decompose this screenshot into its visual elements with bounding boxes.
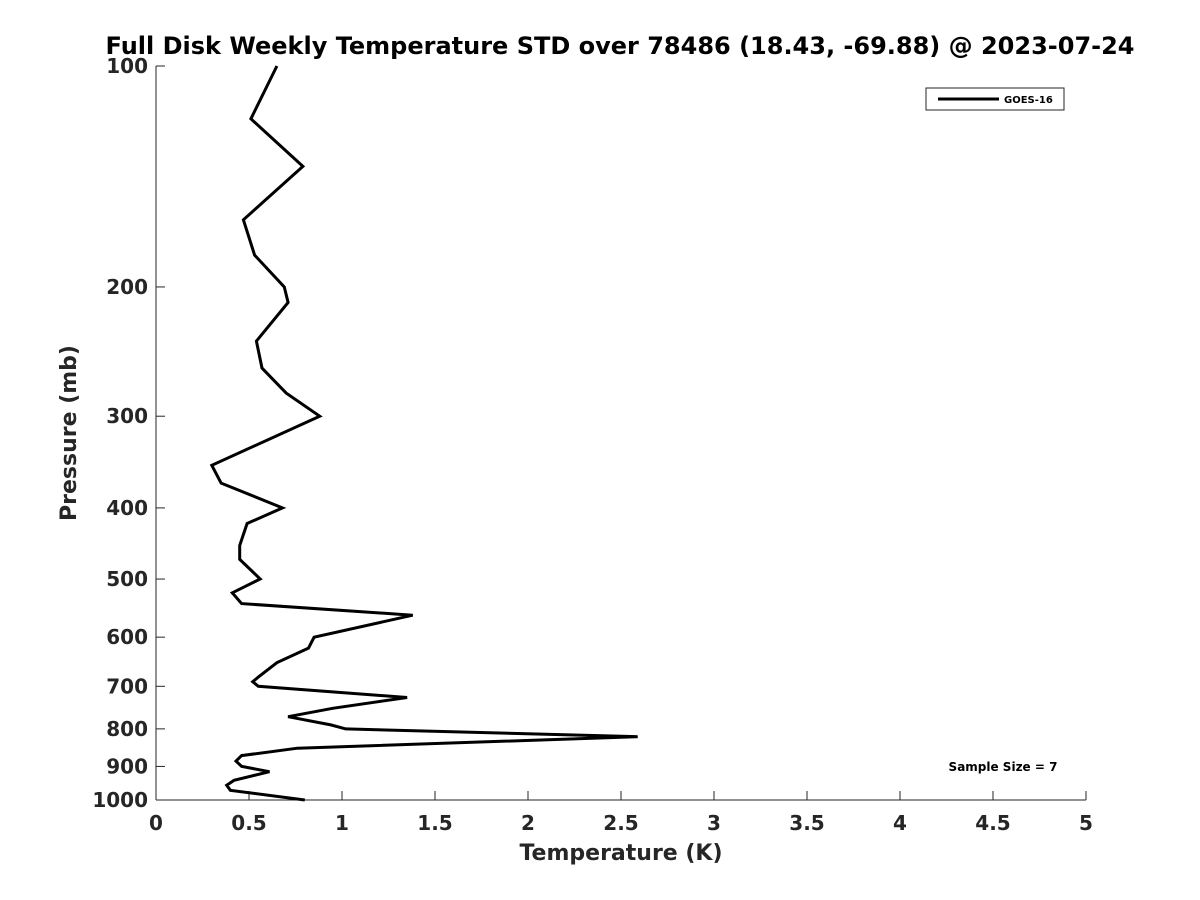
x-tick-label: 0 — [149, 811, 163, 835]
y-axis-label: Pressure (mb) — [57, 345, 82, 521]
series-line-goes-16 — [209, 65, 638, 802]
legend: GOES-16 — [925, 87, 1065, 111]
chart-title: Full Disk Weekly Temperature STD over 78… — [106, 32, 1135, 60]
y-tick-label: 1000 — [92, 788, 148, 812]
x-tick-label: 1 — [335, 811, 349, 835]
y-tick-label: 500 — [106, 567, 148, 591]
x-tick-label: 2.5 — [603, 811, 638, 835]
y-tick-label: 800 — [106, 717, 148, 741]
y-tick-label: 100 — [106, 54, 148, 78]
y-tick-label: 200 — [106, 275, 148, 299]
x-axis-ticks: 0 0.5 1 1.5 2 2.5 3 3.5 4 4.5 5 — [149, 791, 1093, 835]
legend-entry-goes-16: GOES-16 — [1004, 95, 1053, 106]
y-tick-label: 300 — [106, 404, 148, 428]
x-axis-label: Temperature (K) — [519, 841, 722, 866]
y-tick-label: 600 — [106, 625, 148, 649]
y-tick-label: 900 — [106, 754, 148, 778]
y-tick-label: 700 — [106, 674, 148, 698]
x-tick-label: 3 — [707, 811, 721, 835]
x-tick-label: 4 — [893, 811, 907, 835]
y-axis-ticks: 100 200 300 400 500 600 700 800 900 1000 — [92, 54, 165, 812]
x-tick-label: 2 — [521, 811, 535, 835]
x-tick-label: 0.5 — [231, 811, 266, 835]
y-tick-label: 400 — [106, 496, 148, 520]
x-tick-label: 3.5 — [789, 811, 824, 835]
plot-area: 0 0.5 1 1.5 2 2.5 3 3.5 4 4.5 5 100 200 300 400 500 600… — [92, 54, 1093, 835]
sample-size-annotation: Sample Size = 7 — [949, 760, 1058, 774]
x-tick-label: 5 — [1079, 811, 1093, 835]
x-tick-label: 4.5 — [975, 811, 1010, 835]
x-tick-label: 1.5 — [417, 811, 452, 835]
